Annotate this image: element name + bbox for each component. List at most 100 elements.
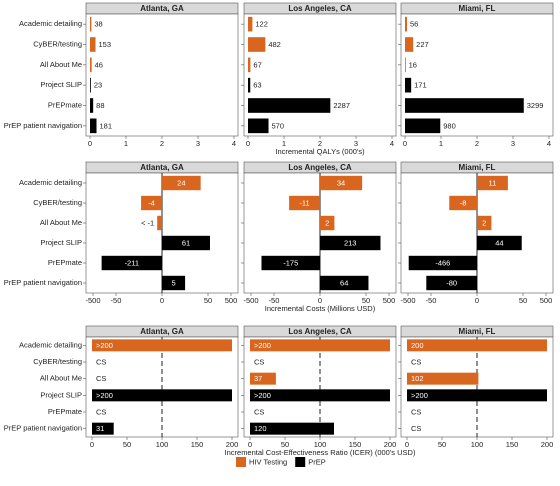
- value-label: 153: [99, 40, 112, 49]
- bar: [92, 339, 232, 352]
- value-label: 171: [414, 81, 427, 90]
- x-tick-label: 0: [160, 296, 164, 305]
- bar: [426, 275, 477, 291]
- value-label: 56: [410, 20, 418, 29]
- x-tick-label: 50: [519, 296, 527, 305]
- x-tick-label: 4: [390, 139, 394, 148]
- x-tick-label: 100: [314, 440, 327, 449]
- bar: [90, 98, 94, 113]
- x-tick-label: 0: [248, 440, 252, 449]
- value-label: 200: [411, 341, 424, 350]
- x-tick-label: 2: [475, 139, 479, 148]
- value-label: -4: [148, 198, 155, 207]
- value-label: 181: [100, 121, 113, 130]
- bar: [162, 175, 201, 191]
- x-tick-label: 500: [383, 296, 396, 305]
- x-tick-label: -500: [243, 296, 258, 305]
- bar: [477, 175, 508, 191]
- category-label: CyBER/testing: [33, 357, 82, 366]
- bar: [250, 339, 390, 352]
- x-tick-label: 0: [403, 139, 407, 148]
- bar: [90, 37, 96, 52]
- value-label: >200: [254, 391, 271, 400]
- facet-title: Atlanta, GA: [140, 327, 184, 336]
- category-label: CyBER/testing: [33, 39, 82, 48]
- x-tick-label: 50: [204, 296, 212, 305]
- facet-title: Miami, FL: [459, 4, 496, 13]
- category-label: Academic detailing: [19, 340, 82, 349]
- facet-title: Los Angeles, CA: [288, 4, 351, 13]
- value-label: -175: [283, 258, 298, 267]
- bar: [405, 16, 408, 32]
- value-label: 46: [95, 60, 103, 69]
- x-tick-label: 3: [196, 139, 200, 148]
- bar: [90, 16, 92, 32]
- bar: [405, 118, 441, 134]
- x-tick-label: 4: [232, 139, 236, 148]
- x-axis-title: Incremental Costs (Millions USD): [265, 304, 376, 313]
- x-tick-label: 0: [318, 296, 322, 305]
- facet-title: Atlanta, GA: [140, 163, 184, 172]
- value-label: 2: [325, 218, 329, 227]
- x-tick-label: 50: [281, 440, 289, 449]
- bar: [101, 255, 162, 271]
- x-tick-label: 500: [225, 296, 238, 305]
- x-tick-label: 100: [471, 440, 484, 449]
- x-tick-label: 50: [123, 440, 131, 449]
- bar: [90, 77, 91, 93]
- x-tick-label: -50: [111, 296, 122, 305]
- category-label: PrEPmate: [48, 258, 82, 267]
- value-label: -466: [435, 258, 450, 267]
- value-label: CS: [411, 407, 421, 416]
- x-tick-label: 150: [191, 440, 204, 449]
- bar: [248, 57, 251, 73]
- value-label: CS: [254, 357, 264, 366]
- x-tick-label: -50: [426, 296, 437, 305]
- bar: [92, 389, 232, 402]
- x-tick-label: 0: [475, 296, 479, 305]
- category-label: Project SLIP: [40, 238, 82, 247]
- value-label: 44: [495, 238, 503, 247]
- bar: [162, 275, 186, 291]
- value-label: < -1: [141, 218, 154, 227]
- bar: [408, 255, 477, 271]
- facet-title: Los Angeles, CA: [288, 327, 351, 336]
- bar: [157, 215, 162, 231]
- x-axis-title: Incremental Cost-Effectiveness Ratio (IC…: [225, 448, 416, 457]
- legend-label: PrEP: [308, 457, 326, 466]
- x-tick-label: 1: [124, 139, 128, 148]
- value-label: >200: [411, 391, 428, 400]
- legend-swatch: [236, 457, 246, 467]
- x-tick-label: 4: [547, 139, 551, 148]
- value-label: 67: [253, 60, 261, 69]
- value-label: CS: [96, 407, 106, 416]
- bar: [248, 118, 269, 134]
- bar: [405, 57, 406, 73]
- bar: [320, 215, 335, 231]
- facet-title: Miami, FL: [459, 163, 496, 172]
- value-label: 102: [411, 374, 424, 383]
- x-tick-label: 3: [511, 139, 515, 148]
- value-label: 482: [268, 40, 281, 49]
- x-tick-label: 2: [318, 139, 322, 148]
- value-label: 63: [253, 81, 261, 90]
- bar: [248, 77, 251, 93]
- value-label: CS: [96, 374, 106, 383]
- value-label: 31: [96, 424, 104, 433]
- category-label: All About Me: [40, 374, 82, 383]
- x-tick-label: -500: [400, 296, 415, 305]
- value-label: 980: [443, 121, 456, 130]
- x-tick-label: 1: [439, 139, 443, 148]
- panel: [85, 13, 239, 137]
- category-label: Academic detailing: [19, 178, 82, 187]
- x-tick-label: 500: [540, 296, 553, 305]
- x-tick-label: 150: [349, 440, 362, 449]
- x-tick-label: 200: [226, 440, 239, 449]
- value-label: 37: [254, 374, 262, 383]
- bar: [248, 98, 331, 113]
- bar: [92, 422, 114, 435]
- x-tick-label: 3: [354, 139, 358, 148]
- value-label: 2: [482, 218, 486, 227]
- category-label: All About Me: [40, 60, 82, 69]
